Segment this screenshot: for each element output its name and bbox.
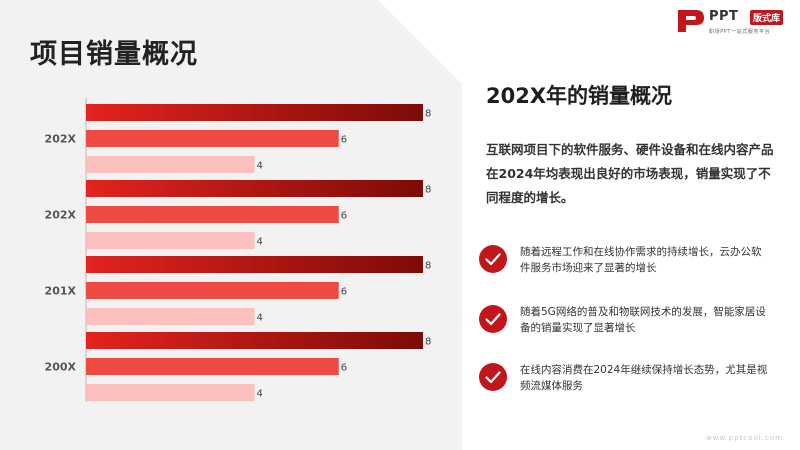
point-item: 在线内容消费在2024年继续保持增长态势，尤其是视频流媒体服务: [478, 358, 778, 398]
bar-value-label: 4: [257, 237, 263, 248]
category-label: 202X: [45, 133, 77, 146]
bar: [86, 232, 255, 249]
logo-p-icon: [678, 10, 704, 32]
bar: [86, 358, 339, 375]
bar-chart: 8 6 4 202X 8 6 4 202X 8 6 4 201X 8 6 4 200X: [45, 98, 431, 402]
category-label: 200X: [45, 361, 77, 374]
bar: [86, 256, 423, 273]
bar-value-label: 6: [341, 363, 347, 374]
logo-text: PPT: [709, 9, 739, 24]
section-title: 202X年的销量概况: [486, 84, 673, 108]
brand-logo: PPT 版式库 职场PPT一站式服务平台: [674, 6, 798, 36]
bar: [86, 156, 255, 173]
logo-badge: 版式库: [750, 10, 784, 25]
page-title: 项目销量概况: [30, 39, 198, 70]
bar-value-label: 6: [341, 135, 347, 146]
point-text: 在线内容消费在2024年继续保持增长态势，尤其是视频流媒体服务: [520, 364, 768, 392]
bar-value-label: 4: [257, 389, 263, 400]
category-label: 201X: [45, 285, 77, 298]
check-circle-icon: [479, 363, 507, 391]
category-label: 202X: [45, 209, 77, 222]
point-item: 随着远程工作和在线协作需求的持续增长，云办公软件服务市场迎来了显著的增长: [478, 240, 778, 280]
bar-value-label: 8: [425, 337, 431, 348]
point-item: 随着5G网络的普及和物联网技术的发展，智能家居设备的销量实现了显著增长: [478, 300, 778, 340]
bar-value-label: 4: [257, 161, 263, 172]
summary-paragraph: 互联网项目下的软件服务、硬件设备和在线内容产品在2024年均表现出良好的市场表现…: [486, 142, 774, 205]
check-circle-icon: [479, 245, 507, 273]
footer-url: www.pptcool.com: [706, 434, 783, 442]
bar-value-label: 6: [341, 287, 347, 298]
point-text: 随着5G网络的普及和物联网技术的发展，智能家居设备的销量实现了显著增长: [520, 306, 766, 334]
bar: [86, 180, 423, 197]
bar-value-label: 8: [425, 261, 431, 272]
logo-tagline: 职场PPT一站式服务平台: [709, 29, 771, 35]
bar-value-label: 6: [341, 211, 347, 222]
check-circle-icon: [479, 305, 507, 333]
bar: [86, 104, 423, 121]
bar-value-label: 8: [425, 185, 431, 196]
bar: [86, 332, 423, 349]
bar-value-label: 4: [257, 313, 263, 324]
bar-value-label: 8: [425, 109, 431, 120]
bar: [86, 206, 339, 223]
bar: [86, 282, 339, 299]
bar: [86, 130, 339, 147]
point-text: 随着远程工作和在线协作需求的持续增长，云办公软件服务市场迎来了显著的增长: [520, 246, 762, 274]
bar: [86, 308, 255, 325]
bar: [86, 384, 255, 401]
